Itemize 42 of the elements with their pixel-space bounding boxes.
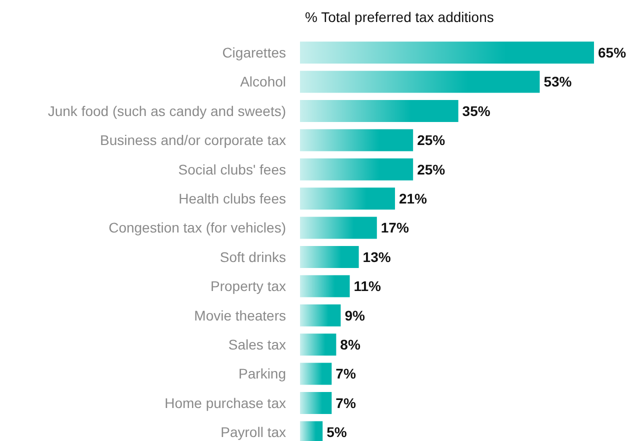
bar (300, 129, 414, 152)
bar (300, 216, 377, 239)
y-tick-label: Health clubs fees (178, 190, 286, 206)
data-label: 5% (326, 424, 348, 440)
y-tick-label: Congestion tax (for vehicles) (108, 220, 286, 236)
data-label: 7% (336, 366, 356, 382)
bar (300, 392, 332, 414)
data-label: 9% (344, 307, 366, 324)
data-label: 11% (354, 278, 382, 294)
bar (300, 70, 540, 93)
bar (300, 246, 359, 268)
data-label: 53% (544, 74, 572, 90)
data-label: 21% (398, 190, 428, 206)
y-tick-label: Business and/or corporate tax (100, 132, 286, 148)
y-tick-label: Social clubs' fees (178, 161, 286, 178)
data-label: 25% (417, 132, 446, 148)
data-label: 65% (598, 44, 627, 60)
y-tick-label: Cigarettes (222, 44, 286, 60)
bar (300, 275, 350, 298)
data-label: 7% (336, 394, 356, 411)
y-tick-label: Property tax (210, 278, 286, 294)
chart-title: % Total preferred tax additions (305, 9, 494, 25)
bar (300, 188, 395, 210)
y-tick-label: Junk food (such as candy and sweets) (48, 102, 286, 119)
y-tick-label: Home purchase tax (164, 394, 286, 411)
y-tick-label: Payroll tax (220, 424, 286, 440)
bar (300, 334, 336, 356)
bar (300, 158, 414, 180)
y-tick-label: Soft drinks (220, 248, 286, 265)
data-label: 17% (380, 220, 410, 236)
bar (300, 362, 332, 385)
data-label: 13% (362, 248, 392, 265)
data-label: 8% (340, 336, 361, 352)
y-tick-label: Sales tax (228, 336, 286, 352)
bar (300, 304, 341, 326)
y-tick-label: Alcohol (240, 74, 286, 90)
y-tick-label: Parking (238, 366, 286, 382)
bar (300, 100, 458, 122)
y-tick-label: Movie theaters (194, 307, 286, 324)
data-label: 35% (462, 102, 491, 119)
bar (300, 42, 594, 64)
data-label: 25% (417, 161, 446, 178)
